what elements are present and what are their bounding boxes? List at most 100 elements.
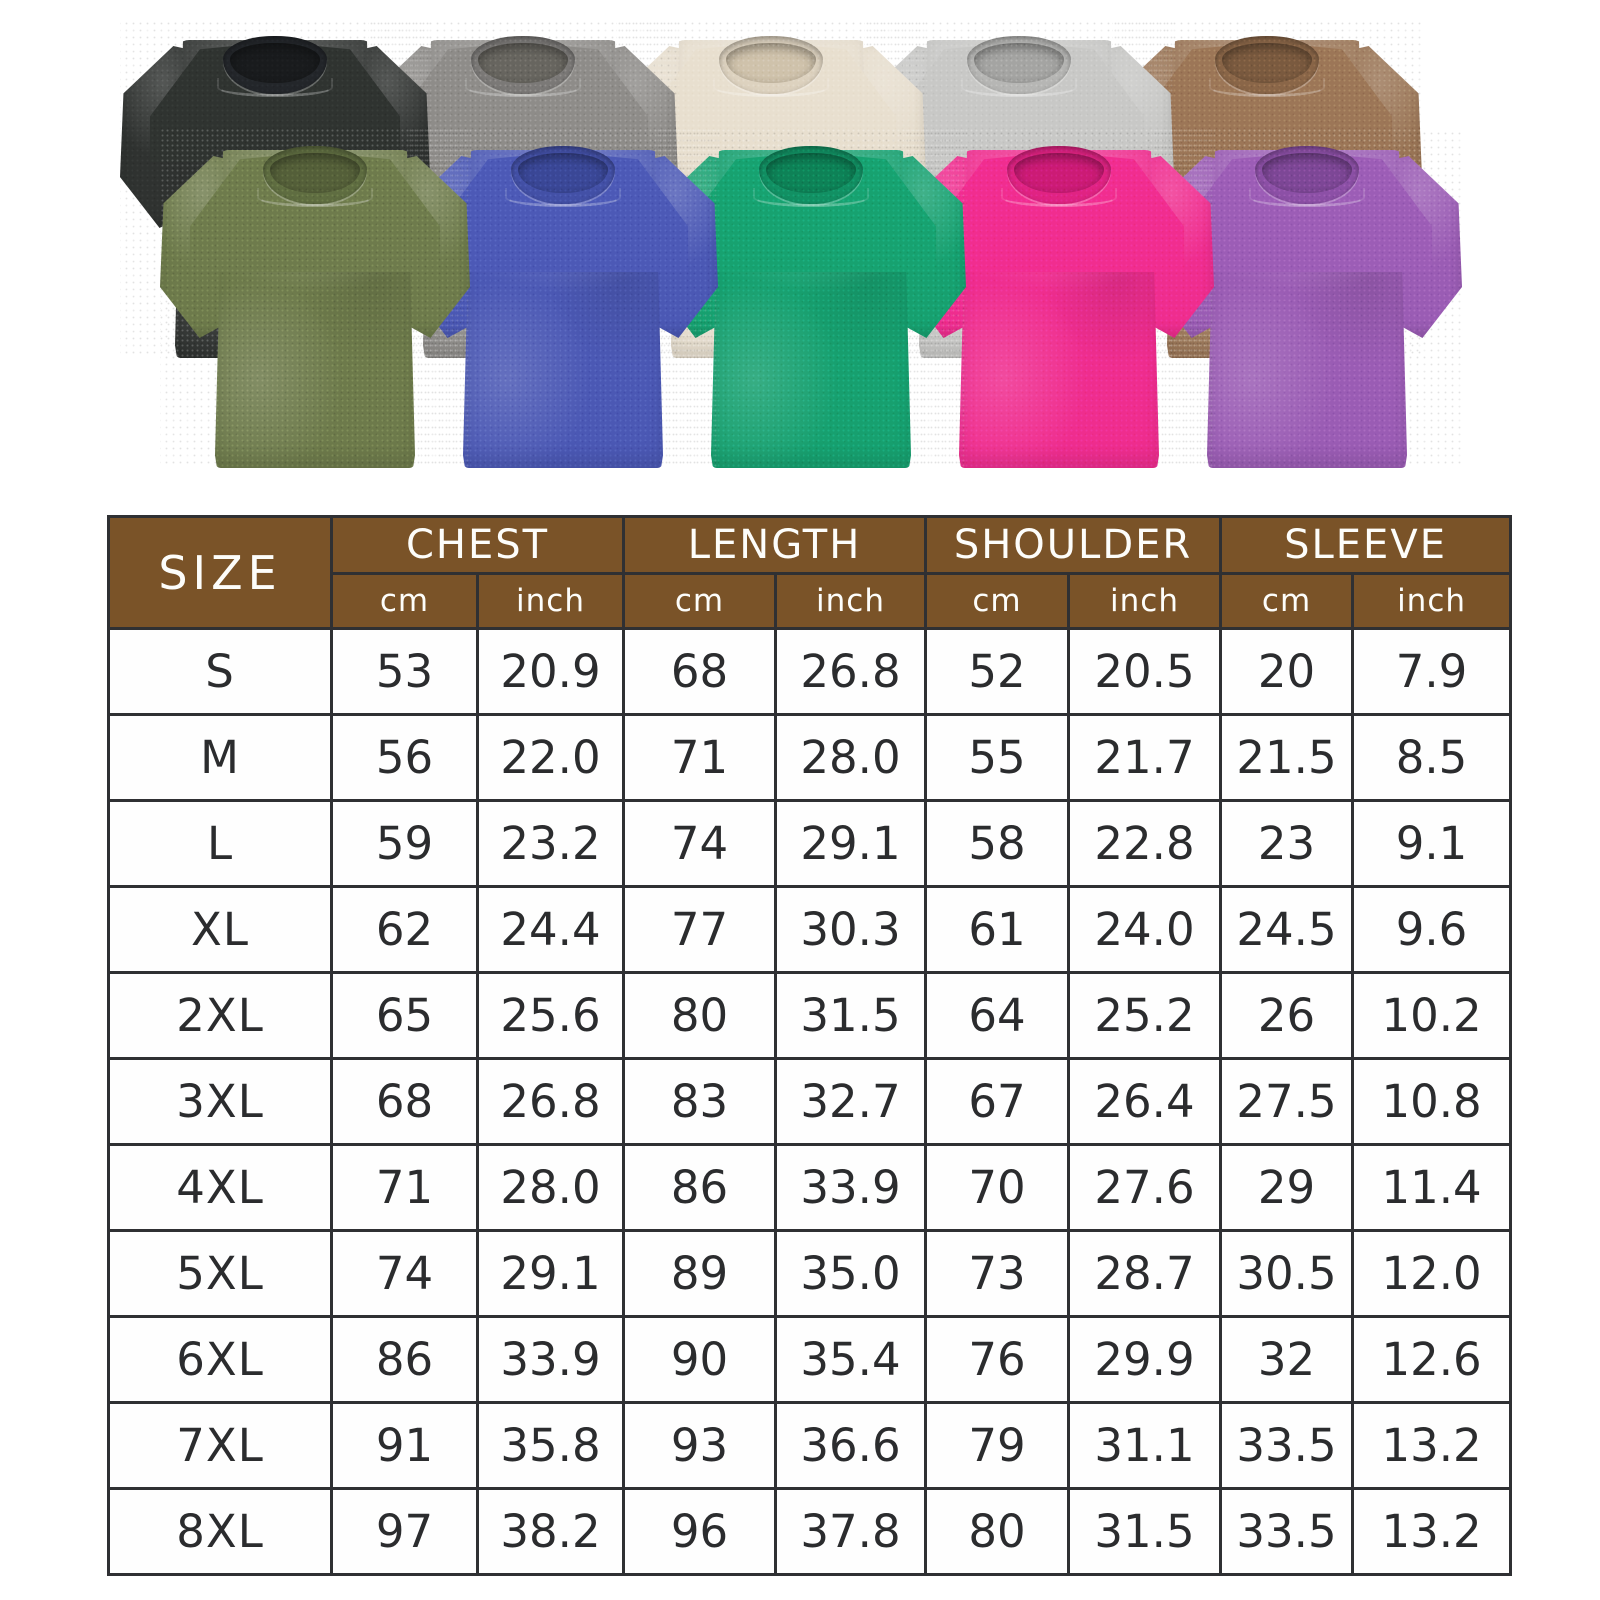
cell-chest-inch: 22.0 bbox=[475, 713, 626, 802]
cell-sleeve-inch: 9.6 bbox=[1351, 885, 1513, 974]
cell-size: XL bbox=[107, 885, 333, 974]
cell-sleeve-cm: 33.5 bbox=[1219, 1487, 1355, 1576]
cell-length-inch: 28.0 bbox=[774, 713, 928, 802]
cell-chest-inch: 35.8 bbox=[475, 1401, 626, 1490]
table-row: 2XL 65 25.6 80 31.5 64 25.2 26 10.2 bbox=[107, 971, 1513, 1060]
header-unit-shoulder-inch: inch bbox=[1067, 572, 1223, 630]
header-unit-chest-inch: inch bbox=[475, 572, 626, 630]
cell-shoulder-cm: 67 bbox=[924, 1057, 1071, 1146]
cell-shoulder-cm: 79 bbox=[924, 1401, 1071, 1490]
size-chart-container: SIZE CHEST LENGTH SHOULDER SLEEVE cm inc… bbox=[107, 515, 1513, 1576]
cell-length-cm: 71 bbox=[622, 713, 778, 802]
cell-sleeve-cm: 33.5 bbox=[1219, 1401, 1355, 1490]
cell-sleeve-cm: 30.5 bbox=[1219, 1229, 1355, 1318]
cell-shoulder-cm: 70 bbox=[924, 1143, 1071, 1232]
cell-length-cm: 96 bbox=[622, 1487, 778, 1576]
table-row: 5XL 74 29.1 89 35.0 73 28.7 30.5 12.0 bbox=[107, 1229, 1513, 1318]
cell-chest-cm: 56 bbox=[330, 713, 479, 802]
cell-size: 8XL bbox=[107, 1487, 333, 1576]
shirt-collar bbox=[223, 36, 327, 94]
cell-size: 7XL bbox=[107, 1401, 333, 1490]
cell-sleeve-inch: 11.4 bbox=[1351, 1143, 1513, 1232]
cell-size: M bbox=[107, 713, 333, 802]
header-unit-length-inch: inch bbox=[774, 572, 928, 630]
cell-size: 5XL bbox=[107, 1229, 333, 1318]
shirt-collar bbox=[263, 146, 367, 204]
shirt-color-gallery bbox=[0, 0, 1600, 505]
cell-length-cm: 90 bbox=[622, 1315, 778, 1404]
cell-shoulder-inch: 29.9 bbox=[1067, 1315, 1223, 1404]
cell-shoulder-cm: 73 bbox=[924, 1229, 1071, 1318]
cell-length-inch: 31.5 bbox=[774, 971, 928, 1060]
cell-chest-inch: 28.0 bbox=[475, 1143, 626, 1232]
cell-sleeve-cm: 29 bbox=[1219, 1143, 1355, 1232]
shirt-collar bbox=[1215, 36, 1319, 94]
cell-sleeve-inch: 12.0 bbox=[1351, 1229, 1513, 1318]
cell-chest-inch: 26.8 bbox=[475, 1057, 626, 1146]
cell-length-inch: 35.0 bbox=[774, 1229, 928, 1318]
cell-chest-cm: 53 bbox=[330, 627, 479, 716]
cell-shoulder-inch: 25.2 bbox=[1067, 971, 1223, 1060]
cell-shoulder-cm: 52 bbox=[924, 627, 1071, 716]
cell-sleeve-inch: 8.5 bbox=[1351, 713, 1513, 802]
cell-chest-inch: 33.9 bbox=[475, 1315, 626, 1404]
header-shoulder: SHOULDER bbox=[924, 515, 1223, 575]
header-unit-sleeve-inch: inch bbox=[1351, 572, 1513, 630]
cell-chest-inch: 29.1 bbox=[475, 1229, 626, 1318]
cell-length-cm: 93 bbox=[622, 1401, 778, 1490]
shirt-collar bbox=[471, 36, 575, 94]
cell-shoulder-inch: 31.5 bbox=[1067, 1487, 1223, 1576]
cell-length-inch: 33.9 bbox=[774, 1143, 928, 1232]
cell-shoulder-cm: 80 bbox=[924, 1487, 1071, 1576]
cell-sleeve-cm: 32 bbox=[1219, 1315, 1355, 1404]
cell-length-inch: 37.8 bbox=[774, 1487, 928, 1576]
cell-shoulder-cm: 76 bbox=[924, 1315, 1071, 1404]
cell-sleeve-inch: 7.9 bbox=[1351, 627, 1513, 716]
header-unit-chest-cm: cm bbox=[330, 572, 479, 630]
cell-sleeve-inch: 12.6 bbox=[1351, 1315, 1513, 1404]
shirt-swatch-washed-army-green[interactable] bbox=[160, 128, 470, 468]
cell-shoulder-cm: 61 bbox=[924, 885, 1071, 974]
cell-length-cm: 83 bbox=[622, 1057, 778, 1146]
size-chart-body: S 53 20.9 68 26.8 52 20.5 20 7.9 M 56 22.0 71 28.0 55 2… bbox=[107, 627, 1513, 1576]
cell-sleeve-cm: 20 bbox=[1219, 627, 1355, 716]
cell-length-cm: 77 bbox=[622, 885, 778, 974]
cell-shoulder-inch: 22.8 bbox=[1067, 799, 1223, 888]
cell-chest-cm: 59 bbox=[330, 799, 479, 888]
cell-length-inch: 29.1 bbox=[774, 799, 928, 888]
cell-shoulder-inch: 26.4 bbox=[1067, 1057, 1223, 1146]
cell-shoulder-inch: 21.7 bbox=[1067, 713, 1223, 802]
header-size: SIZE bbox=[107, 515, 333, 630]
shirt-collar bbox=[719, 36, 823, 94]
cell-shoulder-inch: 20.5 bbox=[1067, 627, 1223, 716]
table-row: 3XL 68 26.8 83 32.7 67 26.4 27.5 10.8 bbox=[107, 1057, 1513, 1146]
cell-length-cm: 68 bbox=[622, 627, 778, 716]
cell-chest-cm: 91 bbox=[330, 1401, 479, 1490]
cell-chest-cm: 97 bbox=[330, 1487, 479, 1576]
table-row: S 53 20.9 68 26.8 52 20.5 20 7.9 bbox=[107, 627, 1513, 716]
cell-sleeve-cm: 24.5 bbox=[1219, 885, 1355, 974]
cell-length-inch: 36.6 bbox=[774, 1401, 928, 1490]
cell-chest-inch: 23.2 bbox=[475, 799, 626, 888]
header-unit-length-cm: cm bbox=[622, 572, 778, 630]
cell-chest-cm: 62 bbox=[330, 885, 479, 974]
cell-sleeve-cm: 23 bbox=[1219, 799, 1355, 888]
header-chest: CHEST bbox=[329, 515, 626, 575]
cell-length-inch: 35.4 bbox=[774, 1315, 928, 1404]
size-chart-head: SIZE CHEST LENGTH SHOULDER SLEEVE cm inc… bbox=[107, 515, 1513, 630]
header-row-groups: SIZE CHEST LENGTH SHOULDER SLEEVE bbox=[107, 515, 1513, 630]
cell-sleeve-inch: 13.2 bbox=[1351, 1401, 1513, 1490]
header-sleeve: SLEEVE bbox=[1219, 515, 1513, 575]
table-row: M 56 22.0 71 28.0 55 21.7 21.5 8.5 bbox=[107, 713, 1513, 802]
header-unit-sleeve-cm: cm bbox=[1219, 572, 1355, 630]
header-row-units: cm inch cm inch cm inch cm inch bbox=[109, 572, 1513, 630]
table-row: 6XL 86 33.9 90 35.4 76 29.9 32 12.6 bbox=[107, 1315, 1513, 1404]
cell-length-inch: 32.7 bbox=[774, 1057, 928, 1146]
cell-size: 6XL bbox=[107, 1315, 333, 1404]
cell-size: 4XL bbox=[107, 1143, 333, 1232]
cell-shoulder-cm: 58 bbox=[924, 799, 1071, 888]
cell-sleeve-inch: 10.8 bbox=[1351, 1057, 1513, 1146]
cell-sleeve-inch: 10.2 bbox=[1351, 971, 1513, 1060]
header-length: LENGTH bbox=[622, 515, 928, 575]
cell-chest-cm: 74 bbox=[330, 1229, 479, 1318]
